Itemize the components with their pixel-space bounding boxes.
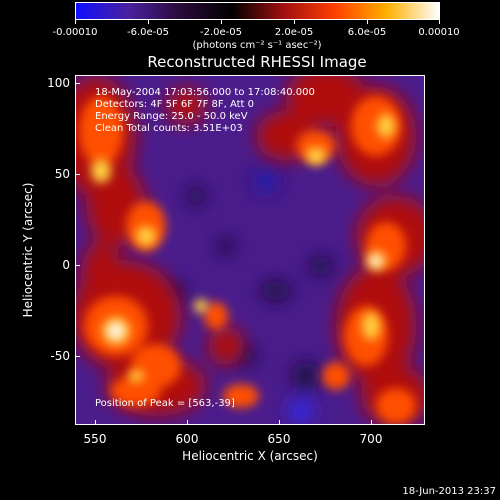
y-axis-label: Heliocentric Y (arcsec) xyxy=(21,182,35,318)
time-range-annotation: 18-May-2004 17:03:56.000 to 17:08:40.000 xyxy=(95,87,315,98)
colorbar-tick-label: -2.0e-05 xyxy=(200,27,242,38)
rhessi-image xyxy=(75,75,425,425)
x-tick xyxy=(187,420,188,425)
x-axis-label: Heliocentric X (arcsec) xyxy=(182,449,318,463)
colorbar-tick xyxy=(221,20,222,24)
x-tick xyxy=(371,420,372,425)
y-tick xyxy=(75,265,80,266)
peak-position-annotation: Position of Peak = [563,-39] xyxy=(95,398,235,409)
x-tick-label: 650 xyxy=(267,432,291,446)
y-tick xyxy=(75,83,80,84)
y-tick xyxy=(75,174,80,175)
x-tick xyxy=(95,420,96,425)
colorbar-tick xyxy=(148,20,149,24)
colorbar-tick-label: 6.0e-05 xyxy=(347,27,387,38)
colorbar-tick-label: -6.0e-05 xyxy=(127,27,169,38)
image-title: Reconstructed RHESSI Image xyxy=(147,53,367,71)
clean-counts-annotation: Clean Total counts: 3.51E+03 xyxy=(95,123,243,134)
colorbar-tick-label: 2.0e-05 xyxy=(274,27,314,38)
x-tick xyxy=(279,420,280,425)
colorbar-tick xyxy=(367,20,368,24)
colorbar xyxy=(75,2,440,20)
y-tick-label: 100 xyxy=(47,76,70,90)
rhessi-image-canvas xyxy=(76,76,424,424)
colorbar-tick-label: 0.00010 xyxy=(418,27,460,38)
colorbar-units: (photons cm⁻² s⁻¹ asec⁻²) xyxy=(192,40,322,51)
colorbar-tick xyxy=(294,20,295,24)
colorbar-tick xyxy=(75,20,76,24)
colorbar-tick-label: -0.00010 xyxy=(52,27,98,38)
detectors-annotation: Detectors: 4F 5F 6F 7F 8F, Att 0 xyxy=(95,99,255,110)
y-tick xyxy=(75,356,80,357)
y-tick-label: 50 xyxy=(54,167,70,181)
date-stamp: 18-Jun-2013 23:37 xyxy=(402,486,496,497)
x-tick-label: 700 xyxy=(359,432,383,446)
x-tick-label: 550 xyxy=(83,432,107,446)
y-tick-label: 0 xyxy=(62,258,70,272)
colorbar-tick xyxy=(439,20,440,24)
x-tick-label: 600 xyxy=(175,432,199,446)
y-tick-label: -50 xyxy=(50,349,70,363)
energy-range-annotation: Energy Range: 25.0 - 50.0 keV xyxy=(95,111,248,122)
